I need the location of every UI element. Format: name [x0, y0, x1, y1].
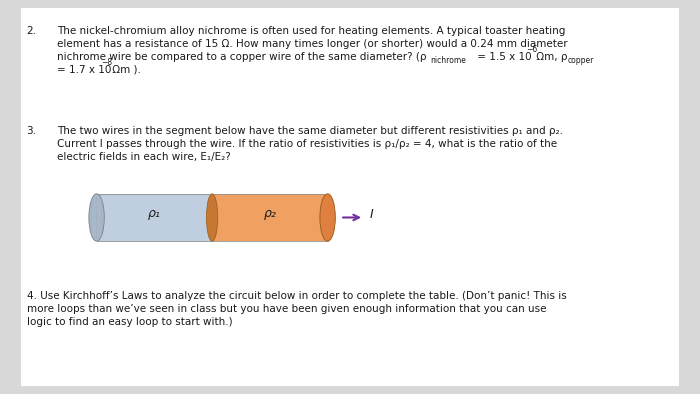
Text: The two wires in the segment below have the same diameter but different resistiv: The two wires in the segment below have …: [57, 126, 564, 136]
Text: element has a resistance of 15 Ω. How many times longer (or shorter) would a 0.2: element has a resistance of 15 Ω. How ma…: [57, 39, 568, 48]
Text: The nickel-chromium alloy nichrome is often used for heating elements. A typical: The nickel-chromium alloy nichrome is of…: [57, 26, 566, 35]
Text: ρ₂: ρ₂: [263, 207, 276, 220]
Ellipse shape: [89, 194, 104, 241]
Text: I: I: [370, 208, 373, 221]
Text: Ωm, ρ: Ωm, ρ: [533, 52, 567, 61]
FancyBboxPatch shape: [21, 8, 679, 386]
Text: Ωm ).: Ωm ).: [108, 65, 141, 74]
Text: copper: copper: [568, 56, 594, 65]
Text: more loops than we’ve seen in class but you have been given enough information t: more loops than we’ve seen in class but …: [27, 304, 546, 314]
Text: electric fields in each wire, E₁/E₂?: electric fields in each wire, E₁/E₂?: [57, 152, 231, 162]
Text: nichrome: nichrome: [430, 56, 466, 65]
Text: −6: −6: [526, 45, 537, 54]
Bar: [97, 194, 212, 241]
Text: = 1.7 x 10: = 1.7 x 10: [57, 65, 112, 74]
Text: Current I passes through the wire. If the ratio of resistivities is ρ₁/ρ₂ = 4, w: Current I passes through the wire. If th…: [57, 139, 557, 149]
Text: −8: −8: [101, 58, 112, 67]
Ellipse shape: [206, 194, 218, 241]
Text: nichrome wire be compared to a copper wire of the same diameter? (ρ: nichrome wire be compared to a copper wi…: [57, 52, 427, 61]
Text: ρ₁: ρ₁: [148, 207, 161, 220]
Text: = 1.5 x 10: = 1.5 x 10: [474, 52, 531, 61]
Text: logic to find an easy loop to start with.): logic to find an easy loop to start with…: [27, 317, 232, 327]
Text: 2.: 2.: [27, 26, 36, 35]
Bar: [212, 194, 328, 241]
Text: 4. Use Kirchhoff’s Laws to analyze the circuit below in order to complete the ta: 4. Use Kirchhoff’s Laws to analyze the c…: [27, 291, 566, 301]
Ellipse shape: [320, 194, 335, 241]
Text: 3.: 3.: [27, 126, 36, 136]
